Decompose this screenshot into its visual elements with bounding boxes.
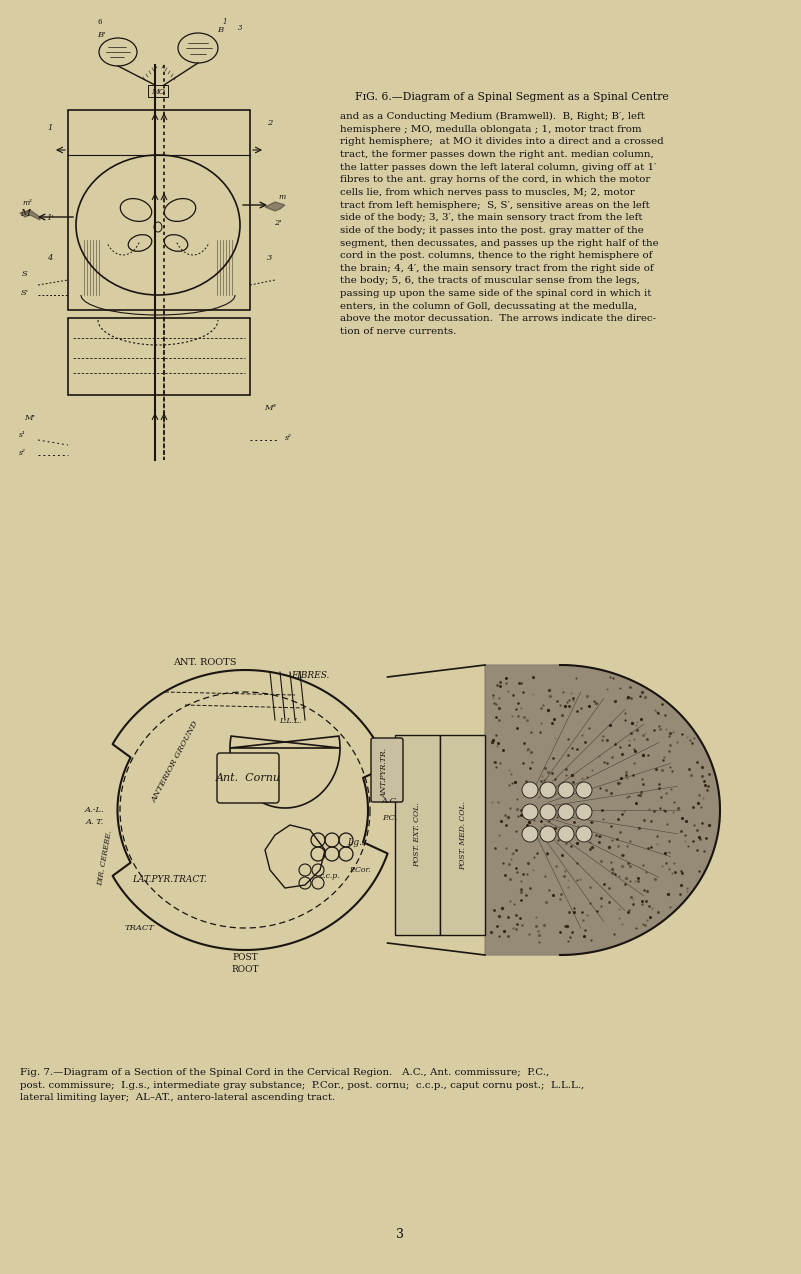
Polygon shape bbox=[265, 203, 285, 211]
Text: Fig. 7.—Diagram of a Section of the Spinal Cord in the Cervical Region.   A.C., : Fig. 7.—Diagram of a Section of the Spin… bbox=[20, 1068, 584, 1102]
Text: s²: s² bbox=[284, 434, 292, 442]
Text: s²: s² bbox=[18, 448, 26, 457]
Text: 1': 1' bbox=[46, 214, 54, 222]
Text: ANTERIOR GROUND: ANTERIOR GROUND bbox=[150, 720, 200, 804]
Text: 1: 1 bbox=[47, 124, 53, 132]
Bar bbox=[68, 318, 250, 395]
Circle shape bbox=[540, 826, 556, 842]
Text: A.-L.: A.-L. bbox=[85, 806, 105, 814]
Text: DIR. CEREBE.: DIR. CEREBE. bbox=[96, 829, 114, 887]
Circle shape bbox=[576, 782, 592, 798]
Text: 3: 3 bbox=[238, 24, 242, 32]
Text: 3: 3 bbox=[396, 1228, 404, 1241]
Text: A. T.: A. T. bbox=[86, 818, 104, 826]
Bar bbox=[148, 85, 168, 97]
Text: S': S' bbox=[21, 289, 29, 297]
Text: S: S bbox=[22, 270, 28, 278]
Text: 6: 6 bbox=[98, 18, 103, 25]
Circle shape bbox=[522, 826, 538, 842]
Circle shape bbox=[576, 804, 592, 820]
Text: POST: POST bbox=[232, 953, 258, 962]
Text: ANT.PYR.TR.: ANT.PYR.TR. bbox=[381, 748, 389, 798]
Polygon shape bbox=[485, 665, 720, 956]
Text: M: M bbox=[20, 209, 30, 218]
Bar bbox=[68, 110, 250, 310]
Text: c.c.p.: c.c.p. bbox=[320, 871, 340, 880]
FancyBboxPatch shape bbox=[371, 738, 403, 803]
Text: L.L.L.: L.L.L. bbox=[279, 717, 301, 725]
Text: ROOT: ROOT bbox=[231, 964, 259, 975]
Text: 4: 4 bbox=[47, 254, 53, 262]
Bar bbox=[395, 735, 440, 935]
Circle shape bbox=[558, 804, 574, 820]
Circle shape bbox=[540, 804, 556, 820]
Text: 3: 3 bbox=[268, 254, 272, 262]
Polygon shape bbox=[20, 210, 40, 220]
Text: m: m bbox=[279, 192, 286, 201]
Text: A.C.: A.C. bbox=[381, 798, 399, 805]
Text: M': M' bbox=[25, 414, 35, 422]
Text: M³: M³ bbox=[264, 404, 276, 412]
Circle shape bbox=[540, 782, 556, 798]
Text: B: B bbox=[217, 25, 223, 34]
Text: m¹: m¹ bbox=[23, 199, 33, 206]
Text: and as a Conducting Medium (Bramwell).  B, Right; B′, left
hemisphere ; MO, medu: and as a Conducting Medium (Bramwell). B… bbox=[340, 112, 663, 336]
Text: POST. MED. COL.: POST. MED. COL. bbox=[459, 800, 467, 869]
Text: TRACT: TRACT bbox=[125, 924, 155, 933]
Text: P.C.: P.C. bbox=[382, 814, 397, 822]
Text: MO: MO bbox=[151, 88, 165, 96]
FancyBboxPatch shape bbox=[217, 753, 279, 803]
Circle shape bbox=[522, 804, 538, 820]
Text: ANT. ROOTS: ANT. ROOTS bbox=[173, 657, 237, 668]
Polygon shape bbox=[265, 826, 325, 888]
Text: Ant.  Cornu: Ant. Cornu bbox=[215, 773, 280, 784]
Text: 2': 2' bbox=[274, 219, 282, 227]
Text: I.g.s.: I.g.s. bbox=[347, 838, 369, 847]
Polygon shape bbox=[230, 736, 340, 808]
Text: FIBRES.: FIBRES. bbox=[291, 671, 329, 680]
Circle shape bbox=[522, 782, 538, 798]
Circle shape bbox=[558, 826, 574, 842]
Text: POST. EXT. COL.: POST. EXT. COL. bbox=[413, 803, 421, 868]
Text: P.Cor.: P.Cor. bbox=[349, 866, 371, 874]
Text: LAT.PYR.TRACT.: LAT.PYR.TRACT. bbox=[133, 875, 207, 884]
Text: B': B' bbox=[97, 31, 105, 39]
Text: s¹: s¹ bbox=[18, 431, 26, 440]
Circle shape bbox=[558, 782, 574, 798]
Text: 2: 2 bbox=[268, 118, 272, 127]
Bar bbox=[440, 735, 485, 935]
Text: 1: 1 bbox=[223, 18, 227, 25]
Text: FɪG. 6.—Diagram of a Spinal Segment as a Spinal Centre: FɪG. 6.—Diagram of a Spinal Segment as a… bbox=[355, 92, 669, 102]
Circle shape bbox=[576, 826, 592, 842]
